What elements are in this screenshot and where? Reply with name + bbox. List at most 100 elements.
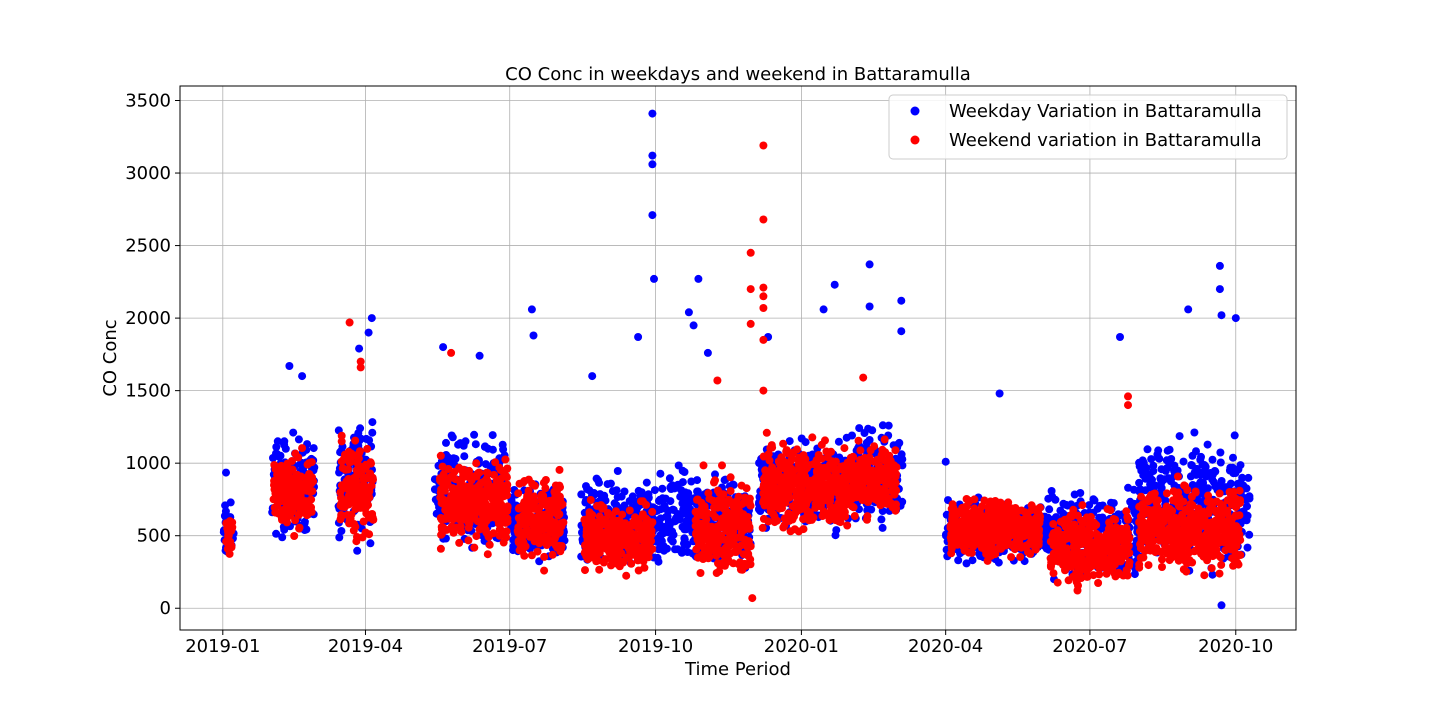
data-point [519, 479, 527, 487]
data-point [851, 485, 859, 493]
data-point [437, 514, 445, 522]
data-point [1016, 553, 1024, 561]
data-point [501, 456, 509, 464]
data-point [351, 437, 359, 445]
data-point [827, 448, 835, 456]
data-point [684, 503, 692, 511]
data-point [648, 160, 656, 168]
data-point [648, 518, 656, 526]
data-point [556, 496, 564, 504]
data-point [1160, 475, 1168, 483]
data-point [441, 506, 449, 514]
data-point [607, 524, 615, 532]
data-point [277, 452, 285, 460]
data-point [554, 512, 562, 520]
data-point [286, 490, 294, 498]
data-point [456, 478, 464, 486]
data-point [881, 492, 889, 500]
data-point [489, 431, 497, 439]
data-point [1135, 479, 1143, 487]
data-point [745, 525, 753, 533]
data-point [781, 465, 789, 473]
data-point [645, 553, 653, 561]
data-point [640, 564, 648, 572]
data-point [885, 422, 893, 430]
data-point [1209, 456, 1217, 464]
data-point [700, 461, 708, 469]
data-point [970, 504, 978, 512]
data-point [626, 507, 634, 515]
data-point [836, 493, 844, 501]
data-point [556, 466, 564, 474]
data-point [779, 486, 787, 494]
data-point [821, 436, 829, 444]
data-point [368, 314, 376, 322]
data-point [803, 507, 811, 515]
data-point [615, 550, 623, 558]
data-point [694, 275, 702, 283]
data-point [879, 524, 887, 532]
data-point [710, 504, 718, 512]
data-point [710, 479, 718, 487]
data-point [766, 444, 774, 452]
data-point [862, 470, 870, 478]
data-point [634, 333, 642, 341]
data-point [820, 473, 828, 481]
data-point [614, 467, 622, 475]
data-point [662, 495, 670, 503]
data-point [303, 473, 311, 481]
data-point [491, 514, 499, 522]
data-point [728, 498, 736, 506]
data-point [625, 554, 633, 562]
data-point [227, 527, 235, 535]
data-point [991, 550, 999, 558]
data-point [1045, 505, 1053, 513]
data-point [741, 494, 749, 502]
data-point [460, 452, 468, 460]
data-point [763, 495, 771, 503]
data-point [1032, 505, 1040, 513]
data-point [368, 429, 376, 437]
data-point [1217, 459, 1225, 467]
data-point [840, 462, 848, 470]
data-point [593, 475, 601, 483]
data-point [581, 566, 589, 574]
data-point [1187, 461, 1195, 469]
data-point [718, 515, 726, 523]
data-point [489, 446, 497, 454]
data-point [671, 545, 679, 553]
data-point [690, 321, 698, 329]
data-point [482, 460, 490, 468]
data-point [648, 152, 656, 160]
data-point [363, 445, 371, 453]
data-point [851, 512, 859, 520]
data-point [643, 529, 651, 537]
data-point [835, 438, 843, 446]
data-point [1158, 465, 1166, 473]
data-point [718, 461, 726, 469]
data-point [866, 453, 874, 461]
data-point [726, 520, 734, 528]
data-point [881, 435, 889, 443]
data-point [699, 555, 707, 563]
data-point [787, 527, 795, 535]
data-point [501, 471, 509, 479]
data-point [342, 484, 350, 492]
data-point [866, 303, 874, 311]
data-point [738, 482, 746, 490]
data-point [611, 499, 619, 507]
data-point [792, 509, 800, 517]
data-point [468, 476, 476, 484]
data-point [1096, 502, 1104, 510]
data-point [485, 533, 493, 541]
data-point [840, 444, 848, 452]
data-point [1229, 454, 1237, 462]
data-point [1197, 453, 1205, 461]
data-point [1176, 432, 1184, 440]
data-point [831, 281, 839, 289]
data-point [353, 547, 361, 555]
data-point [960, 516, 968, 524]
data-point [499, 446, 507, 454]
data-point [676, 515, 684, 523]
data-point [457, 522, 465, 530]
